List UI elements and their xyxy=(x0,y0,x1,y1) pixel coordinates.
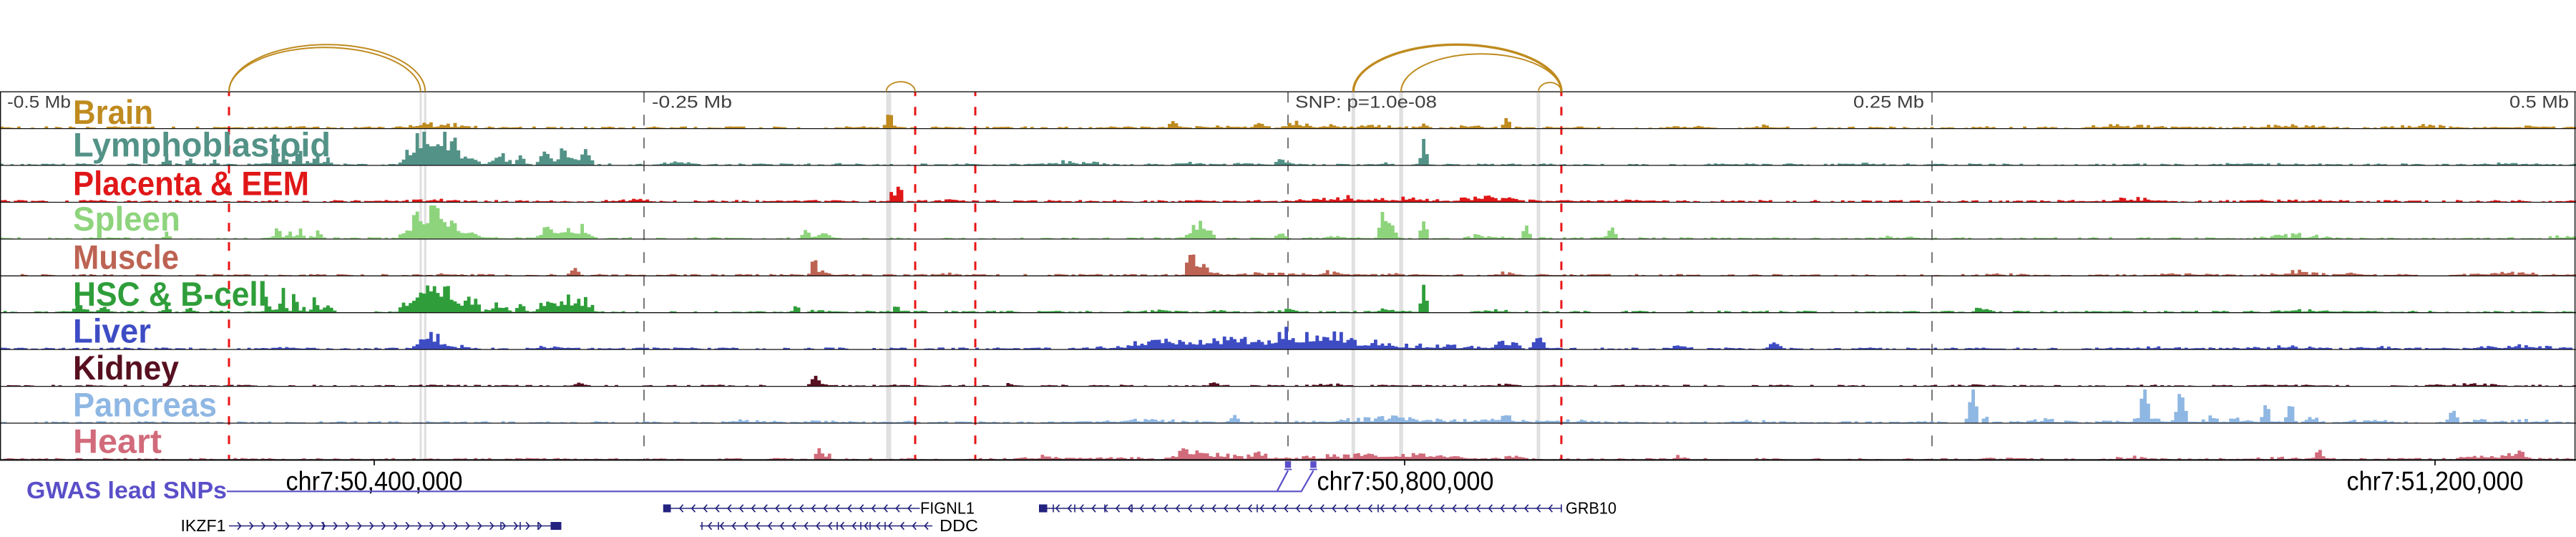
svg-text:Liver: Liver xyxy=(73,312,151,350)
svg-text:chr7:51,200,000: chr7:51,200,000 xyxy=(2347,467,2524,496)
svg-text:Placenta & EEM: Placenta & EEM xyxy=(73,165,309,203)
svg-text:FIGNL1: FIGNL1 xyxy=(920,499,975,518)
svg-text:Heart: Heart xyxy=(73,423,162,461)
svg-text:-0.5 Mb: -0.5 Mb xyxy=(7,93,71,112)
svg-text:GRB10: GRB10 xyxy=(1566,499,1616,518)
svg-text:-0.25 Mb: -0.25 Mb xyxy=(652,93,732,112)
svg-text:Pancreas: Pancreas xyxy=(73,386,217,424)
svg-text:0.25 Mb: 0.25 Mb xyxy=(1853,93,1924,112)
svg-text:Muscle: Muscle xyxy=(73,239,179,277)
svg-text:Lymphoblastoid: Lymphoblastoid xyxy=(73,127,331,165)
svg-text:chr7:50,800,000: chr7:50,800,000 xyxy=(1317,467,1494,496)
svg-text:DDC: DDC xyxy=(940,516,978,535)
svg-text:Kidney: Kidney xyxy=(73,349,180,387)
svg-text:GWAS lead SNPs: GWAS lead SNPs xyxy=(26,478,227,504)
svg-text:HSC & B-cell: HSC & B-cell xyxy=(73,276,267,314)
svg-text:0.5 Mb: 0.5 Mb xyxy=(2509,93,2569,112)
svg-text:Brain: Brain xyxy=(73,94,153,132)
svg-text:SNP: p=1.0e-08: SNP: p=1.0e-08 xyxy=(1295,93,1437,112)
svg-text:Spleen: Spleen xyxy=(73,200,180,238)
svg-text:IKZF1: IKZF1 xyxy=(181,516,226,535)
